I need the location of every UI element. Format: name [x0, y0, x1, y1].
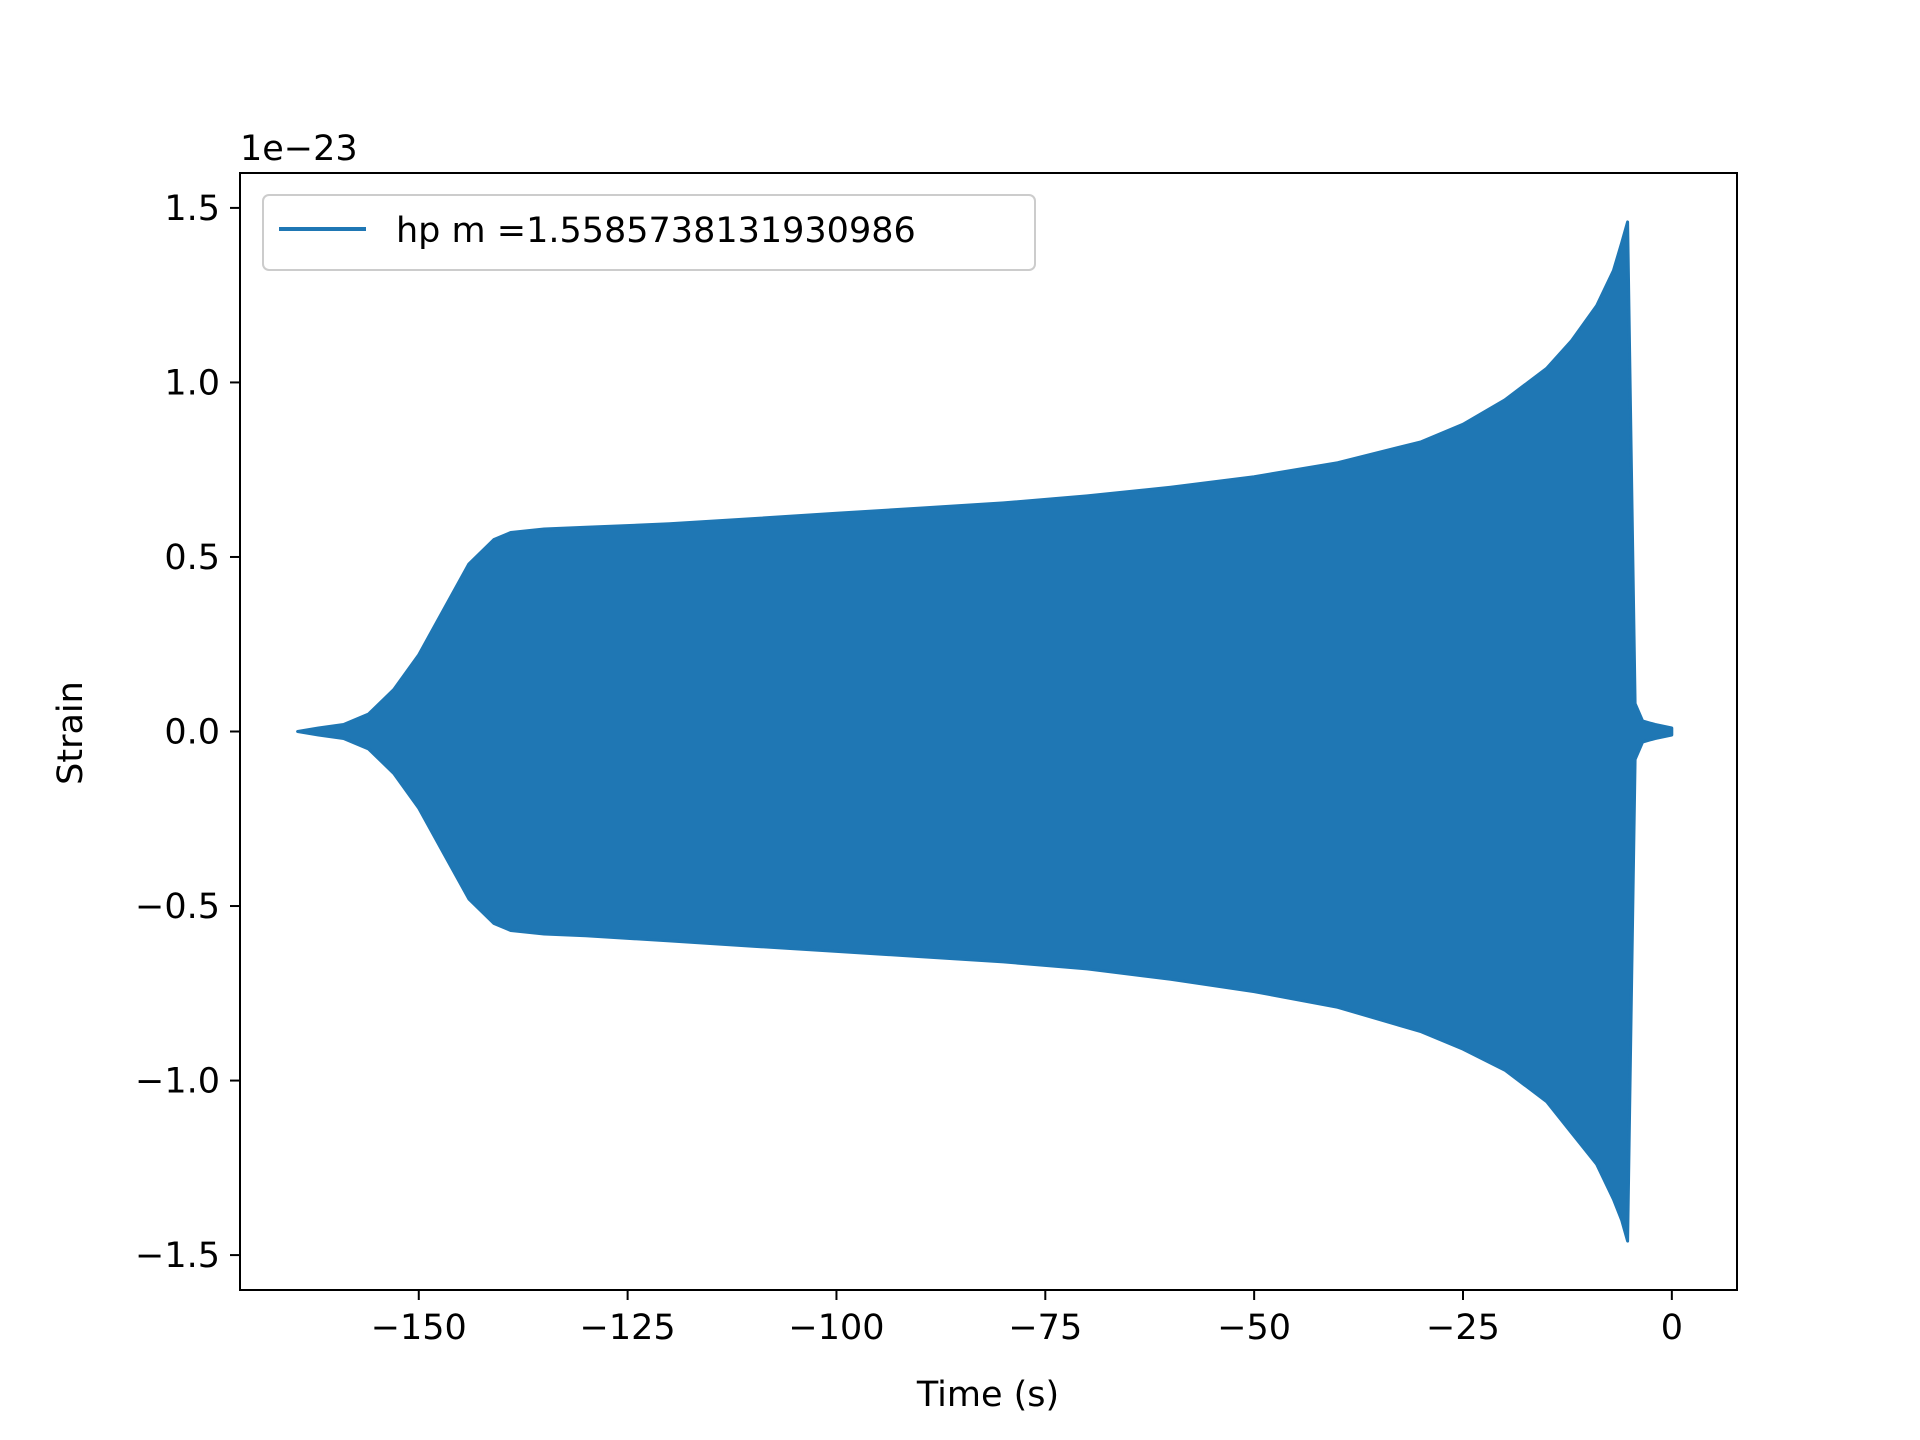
x-axis-ticks: −150 −125 −100 −75 −50 −25 0 [371, 1290, 1683, 1348]
x-tick-label: −150 [371, 1308, 467, 1348]
y-tick-label: −1.0 [135, 1062, 220, 1102]
y-tick-label: −1.5 [135, 1236, 220, 1276]
y-tick-label: 1.5 [164, 189, 220, 229]
x-tick-label: −100 [788, 1308, 884, 1348]
y-axis-ticks: −1.5 −1.0 −0.5 0.0 0.5 1.0 1.5 [135, 189, 240, 1276]
series-hp-waveform [296, 220, 1674, 1243]
y-tick-label: 0.5 [164, 538, 220, 578]
y-offset-label: 1e−23 [240, 129, 358, 169]
x-tick-label: −25 [1426, 1308, 1500, 1348]
legend-label: hp m =1.5585738131930986 [396, 211, 916, 251]
y-tick-label: 0.0 [164, 713, 220, 753]
x-tick-label: −125 [580, 1308, 676, 1348]
y-tick-label: −0.5 [135, 887, 220, 927]
x-axis-label: Time (s) [916, 1375, 1059, 1415]
series-layer [296, 220, 1674, 1243]
x-tick-label: 0 [1661, 1308, 1683, 1348]
x-tick-label: −75 [1008, 1308, 1082, 1348]
y-tick-label: 1.0 [164, 363, 220, 403]
x-tick-label: −50 [1217, 1308, 1291, 1348]
y-axis-label: Strain [51, 681, 91, 785]
legend-box [262, 194, 1036, 271]
legend: hp m =1.5585738131930986 [262, 194, 1036, 271]
